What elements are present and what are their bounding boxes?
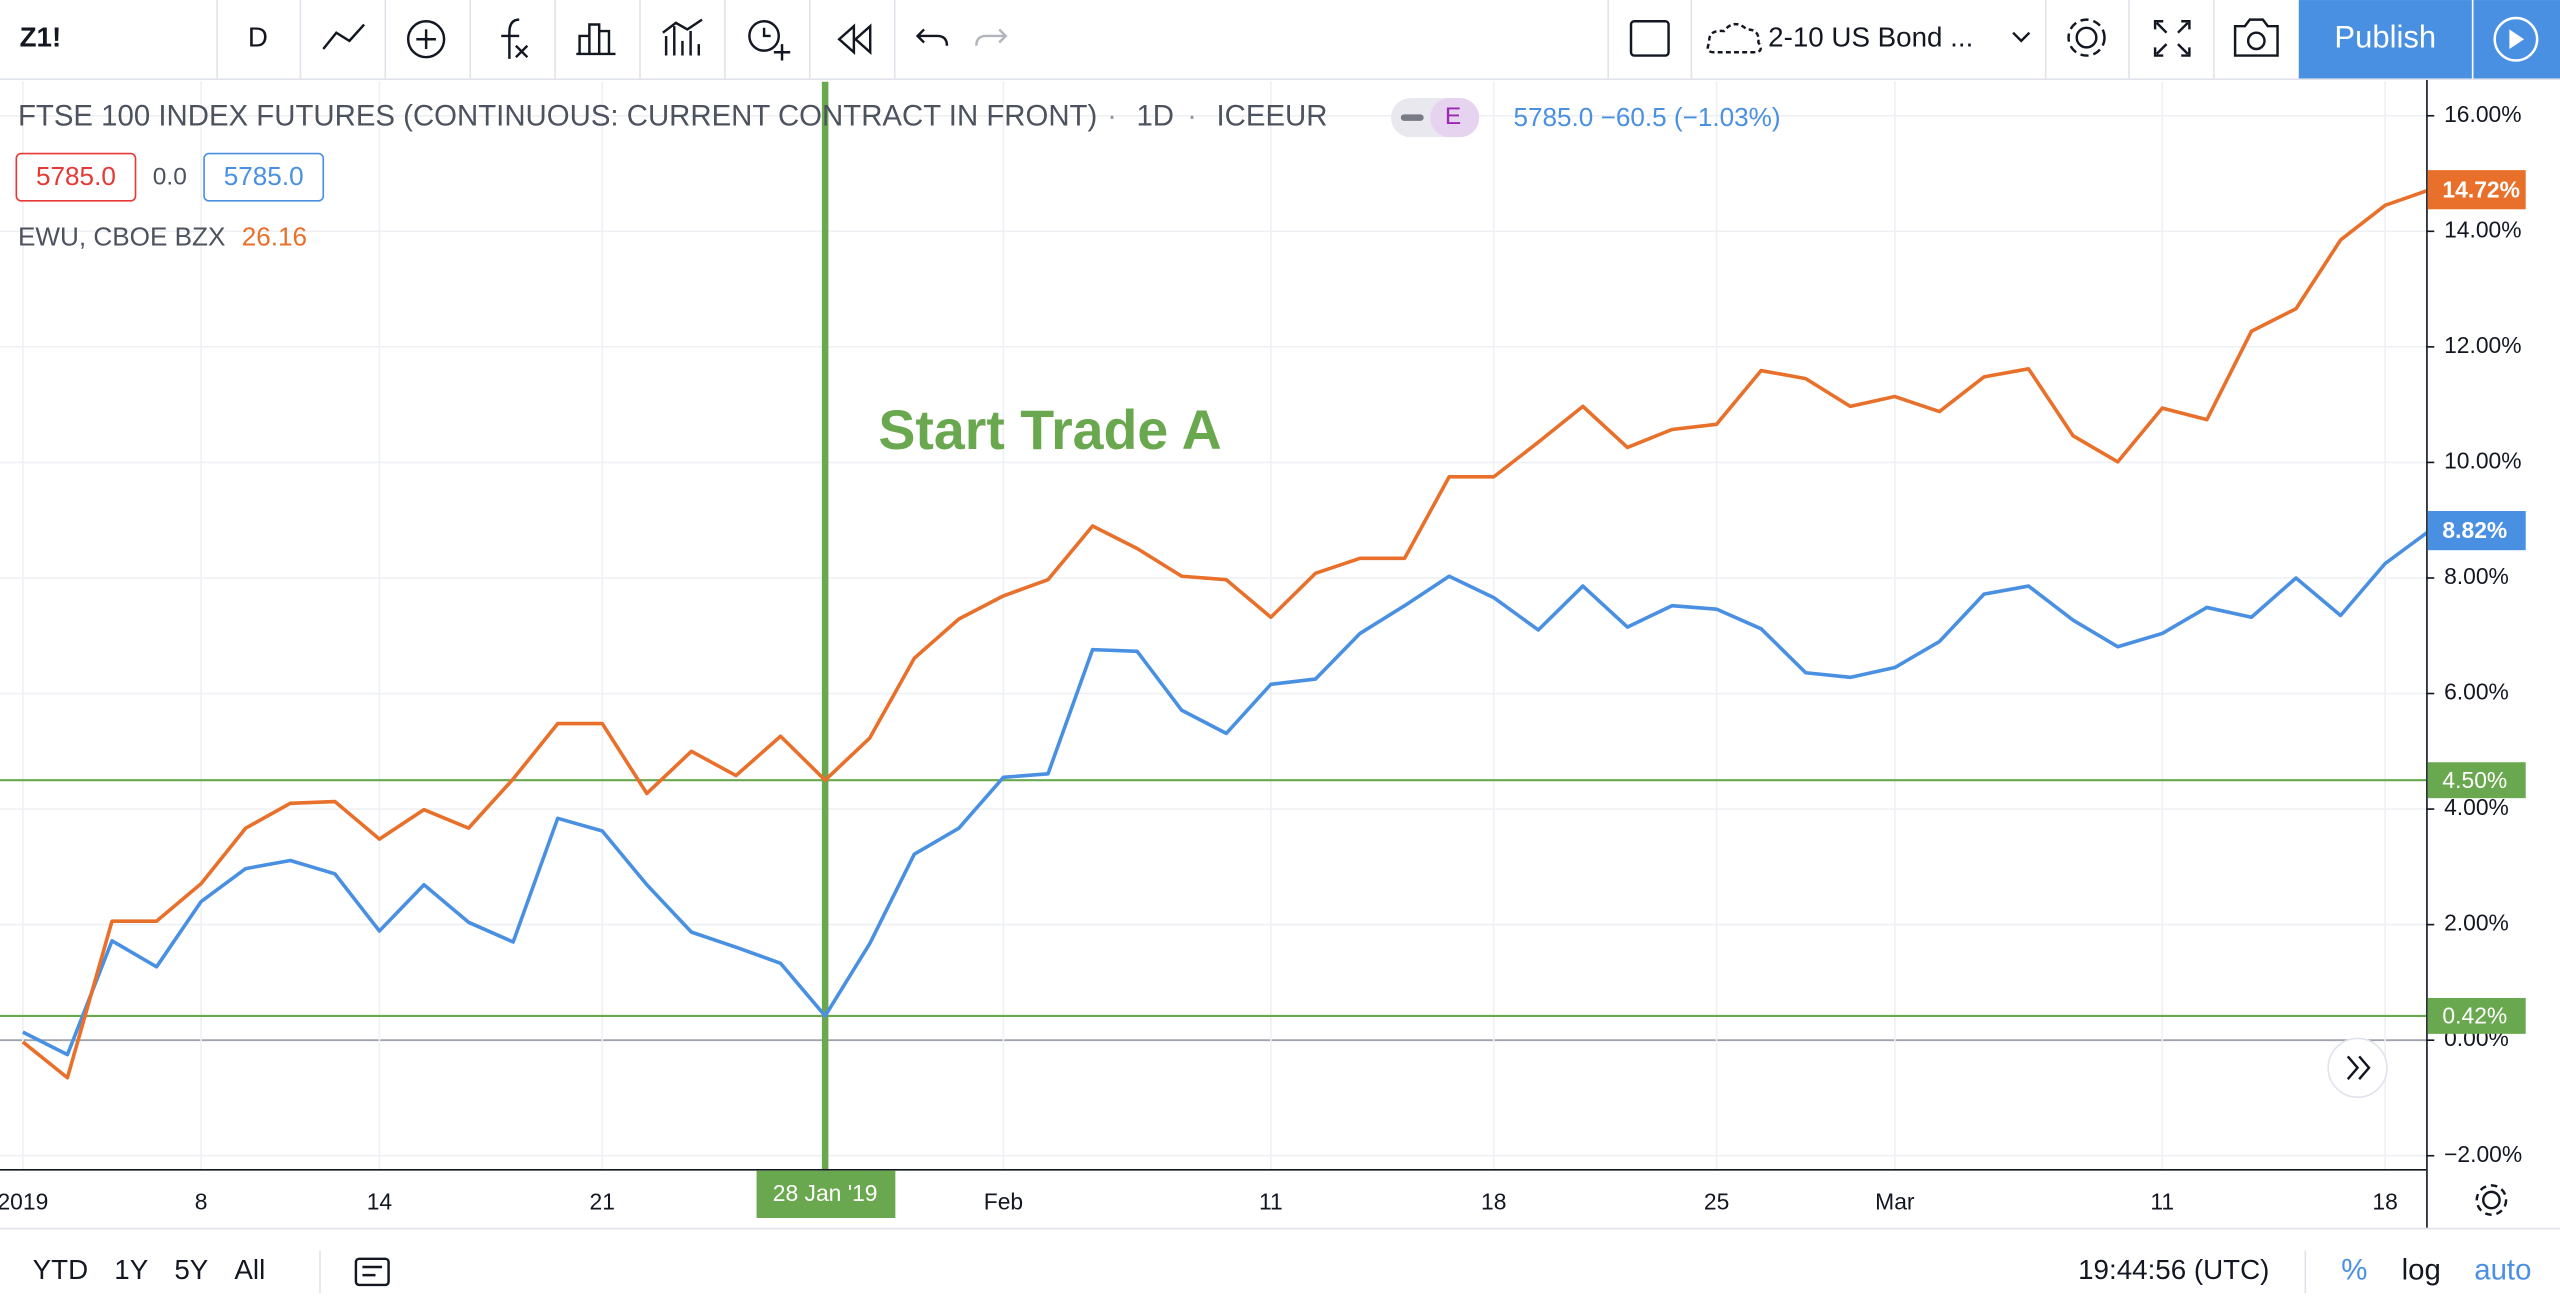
x-tick-label: 18 bbox=[2372, 1188, 2397, 1214]
replay-icon[interactable] bbox=[837, 23, 872, 56]
compare-series-value: 26.16 bbox=[242, 221, 307, 251]
legend: FTSE 100 INDEX FUTURES (CONTINUOUS: CURR… bbox=[15, 98, 1781, 251]
range-button[interactable]: 1Y bbox=[114, 1254, 148, 1285]
x-tick-label: 8 bbox=[195, 1188, 208, 1214]
scroll-icon bbox=[2346, 1055, 2371, 1081]
fullscreen-icon[interactable] bbox=[2153, 20, 2191, 57]
indicators-icon[interactable] bbox=[501, 18, 529, 59]
toolbar: Z1! D 2-10 US Bond ... bbox=[0, 0, 2560, 81]
play-triangle bbox=[2509, 29, 2525, 50]
x-tick-label: Feb bbox=[984, 1188, 1023, 1214]
range-button[interactable]: 5Y bbox=[174, 1254, 208, 1285]
ask: 5785.0 bbox=[224, 161, 304, 191]
layout-icon[interactable] bbox=[1629, 20, 1670, 57]
last-value-label: 14.72% bbox=[2442, 176, 2519, 202]
clock: 19:44:56 (UTC) bbox=[2078, 1254, 2269, 1285]
badge-e-bg bbox=[1430, 98, 1480, 138]
x-tick-label: 14 bbox=[367, 1188, 393, 1214]
dropdown-icon[interactable] bbox=[2012, 31, 2031, 43]
x-tick-label: 25 bbox=[1704, 1188, 1729, 1214]
alert-icon-detail bbox=[762, 27, 791, 61]
cloud-icon[interactable] bbox=[1706, 22, 1762, 54]
compare-symbol[interactable]: 2-10 US Bond ... bbox=[1768, 22, 1973, 53]
bid-box[interactable] bbox=[15, 152, 137, 202]
x-tick-label: Mar bbox=[1875, 1188, 1915, 1214]
add-icon[interactable] bbox=[406, 20, 446, 59]
financials-icon[interactable] bbox=[576, 23, 616, 56]
y-tick-label: 2.00% bbox=[2444, 910, 2509, 936]
play-circle bbox=[2493, 16, 2539, 62]
legend-exchange: ICEEUR bbox=[1216, 99, 1327, 132]
axis-settings[interactable] bbox=[2482, 1190, 2501, 1210]
x-tick-label: 11 bbox=[2150, 1188, 2174, 1214]
plot: Start Trade A bbox=[0, 81, 2427, 1170]
axis-settings-ring bbox=[2475, 1184, 2508, 1216]
range-button[interactable]: YTD bbox=[33, 1254, 88, 1285]
snapshot-lens bbox=[2246, 31, 2266, 51]
x-tick-label: 2019 bbox=[0, 1188, 48, 1214]
grid bbox=[0, 81, 2427, 1170]
quote: 5785.0 −60.5 (−1.03%) bbox=[1513, 102, 1780, 132]
chart-style-icon[interactable] bbox=[322, 23, 365, 50]
publish-label: Publish bbox=[2334, 19, 2436, 54]
redo-icon[interactable] bbox=[975, 28, 1008, 46]
percent-toggle[interactable]: % bbox=[2341, 1254, 2367, 1287]
x-tick-label: 18 bbox=[1481, 1188, 1506, 1214]
snapshot-icon[interactable] bbox=[2233, 18, 2279, 57]
y-tick-label: 8.00% bbox=[2444, 563, 2509, 589]
add-icon-plus bbox=[416, 29, 436, 50]
compare-series-name: EWU, CBOE BZX bbox=[18, 221, 225, 251]
y-tick-label: 6.00% bbox=[2444, 679, 2509, 705]
compare-icon[interactable] bbox=[662, 18, 703, 56]
ask-box[interactable] bbox=[203, 152, 325, 202]
spread: 0.0 bbox=[153, 163, 187, 190]
price-badge-label: 0.42% bbox=[2442, 1003, 2507, 1029]
bid: 5785.0 bbox=[36, 161, 116, 191]
date-range-icon[interactable] bbox=[354, 1257, 390, 1287]
badge-dash bbox=[1400, 114, 1424, 121]
earnings-badge[interactable]: E bbox=[1445, 103, 1461, 130]
alert-icon[interactable] bbox=[748, 20, 780, 52]
auto-toggle[interactable]: auto bbox=[2474, 1254, 2531, 1287]
y-tick-label: −2.00% bbox=[2444, 1141, 2522, 1167]
y-tick-label: 4.00% bbox=[2444, 794, 2509, 820]
separator: · bbox=[1107, 99, 1117, 132]
legend-interval: 1D bbox=[1136, 99, 1174, 132]
y-tick-label: 14.00% bbox=[2444, 216, 2521, 242]
price-badge bbox=[2427, 997, 2526, 1034]
annotation: Start Trade A bbox=[878, 399, 1221, 461]
y-tick-label: 10.00% bbox=[2444, 447, 2521, 473]
price-badge bbox=[2427, 762, 2526, 799]
series-line bbox=[21, 189, 2427, 1080]
range-button[interactable]: All bbox=[234, 1254, 265, 1285]
axes: 16.00% 14.00% 12.00% 10.00% 8.00% 6.00% 4.00% 2… bbox=[0, 101, 2526, 1218]
undo-icon[interactable] bbox=[915, 28, 949, 46]
y-tick-label: 12.00% bbox=[2444, 332, 2521, 358]
publish-button[interactable] bbox=[2298, 0, 2472, 79]
interval[interactable]: D bbox=[248, 22, 268, 53]
symbol[interactable]: Z1! bbox=[20, 22, 62, 53]
settings-icon[interactable] bbox=[2075, 26, 2098, 49]
crosshair-date: 28 Jan '19 bbox=[773, 1180, 878, 1206]
separator: · bbox=[1187, 99, 1197, 132]
log-toggle[interactable]: log bbox=[2402, 1254, 2441, 1287]
series-line bbox=[22, 531, 2427, 1057]
x-tick-label: 21 bbox=[590, 1188, 615, 1214]
crosshair-date-bg bbox=[756, 1170, 896, 1218]
last-value-label: 8.82% bbox=[2442, 517, 2507, 543]
toolbar-bg bbox=[0, 0, 2560, 79]
price-badge-label: 4.50% bbox=[2442, 767, 2507, 793]
bottom-bar: 19:44:56 (UTC) % log auto YTD 1Y 5Y All bbox=[33, 1250, 2531, 1294]
y-tick-label: 16.00% bbox=[2444, 101, 2521, 127]
main-symbol-name: FTSE 100 INDEX FUTURES (CONTINUOUS: CURR… bbox=[18, 99, 1097, 132]
last-value-badge bbox=[2427, 170, 2526, 210]
legend-rest: · 1D · ICEEUR bbox=[1107, 99, 1327, 132]
x-tick-label: 11 bbox=[1259, 1188, 1283, 1214]
last-value-badge bbox=[2427, 511, 2526, 551]
settings-icon-ring bbox=[2067, 18, 2106, 57]
date-range-icon-lines bbox=[362, 1265, 383, 1277]
